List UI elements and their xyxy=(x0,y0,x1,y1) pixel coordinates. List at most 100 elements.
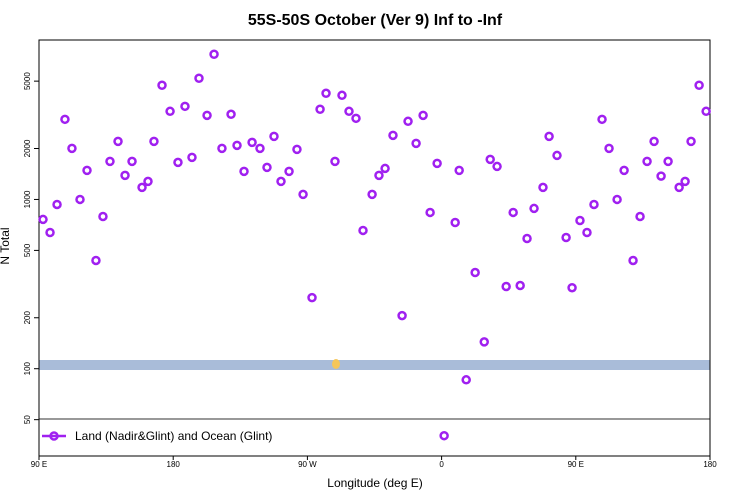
data-point xyxy=(307,292,317,303)
data-point xyxy=(649,136,659,147)
data-point xyxy=(425,207,435,218)
legend-label: Land (Nadir&Glint) and Ocean (Glint) xyxy=(75,429,272,443)
data-point xyxy=(479,337,489,347)
data-point xyxy=(337,90,347,101)
data-point xyxy=(67,143,77,154)
data-point xyxy=(432,158,442,169)
data-point xyxy=(411,138,421,149)
data-point xyxy=(538,182,548,193)
plot-frame xyxy=(38,39,711,457)
data-point xyxy=(315,104,325,115)
data-point xyxy=(157,80,167,90)
data-point xyxy=(247,137,257,148)
data-point xyxy=(663,156,673,167)
data-point xyxy=(454,165,464,176)
data-point xyxy=(180,101,190,112)
data-point xyxy=(604,143,614,154)
chart-title: 55S-50S October (Ver 9) Inf to -Inf xyxy=(248,12,503,29)
legend-marker xyxy=(49,431,59,441)
y-tick-label: 2000 xyxy=(23,139,32,157)
data-point xyxy=(439,430,449,441)
data-point xyxy=(680,176,690,187)
data-point xyxy=(113,136,123,147)
data-point xyxy=(217,143,227,154)
y-axis-label: N Total xyxy=(0,227,12,264)
data-point xyxy=(597,114,607,125)
data-point xyxy=(75,194,85,205)
data-point xyxy=(388,130,398,141)
y-tick-label: 1000 xyxy=(23,190,32,208)
y-tick-label: 50 xyxy=(23,415,32,424)
y-tick-label: 500 xyxy=(23,243,32,257)
data-point xyxy=(226,109,236,120)
data-point xyxy=(209,49,219,59)
y-tick-label: 5000 xyxy=(23,72,32,90)
data-point xyxy=(619,165,629,176)
x-tick-label: 180 xyxy=(167,460,181,469)
x-tick-label: 90 E xyxy=(31,460,47,469)
data-point xyxy=(351,113,361,124)
data-point xyxy=(628,255,638,266)
data-point xyxy=(642,156,652,167)
data-point xyxy=(60,114,70,125)
data-point xyxy=(120,170,130,181)
data-point xyxy=(137,182,147,193)
data-point xyxy=(694,80,704,90)
data-point xyxy=(635,211,645,222)
reference-band xyxy=(39,360,710,370)
data-point xyxy=(255,143,265,154)
x-axis-label: Longitude (deg E) xyxy=(327,476,422,490)
data-point xyxy=(501,281,511,292)
data-point xyxy=(173,157,183,168)
data-point xyxy=(367,189,377,200)
data-point xyxy=(397,310,407,321)
data-point xyxy=(187,152,197,163)
x-tick-label: 90 E xyxy=(568,460,584,469)
data-point xyxy=(485,154,495,165)
data-point xyxy=(674,182,684,193)
data-point xyxy=(567,282,577,293)
data-point xyxy=(508,207,518,218)
data-point xyxy=(292,144,302,155)
data-point xyxy=(52,199,62,210)
data-point xyxy=(143,176,153,187)
y-tick-label: 200 xyxy=(23,311,32,325)
data-point xyxy=(450,217,460,228)
data-point xyxy=(38,214,48,225)
x-tick-label: 0 xyxy=(439,460,444,469)
data-point xyxy=(403,116,413,127)
reference-blob xyxy=(332,359,340,369)
data-point xyxy=(330,156,340,167)
data-point xyxy=(358,225,368,236)
data-point xyxy=(239,166,249,177)
data-point xyxy=(552,150,562,161)
data-point xyxy=(269,131,279,142)
data-point xyxy=(262,162,272,173)
data-point xyxy=(612,194,622,205)
data-point xyxy=(461,375,471,385)
data-point xyxy=(374,170,384,181)
data-point xyxy=(194,73,204,84)
data-point xyxy=(298,189,308,200)
data-point xyxy=(232,140,242,151)
data-point xyxy=(515,280,525,291)
data-point xyxy=(98,211,108,222)
data-point xyxy=(149,136,159,147)
data-point xyxy=(561,232,571,243)
data-point xyxy=(701,106,711,117)
data-point xyxy=(380,163,390,174)
data-point xyxy=(589,199,599,210)
data-point xyxy=(470,267,480,278)
data-point xyxy=(686,136,696,147)
data-point xyxy=(529,203,539,214)
data-point xyxy=(105,156,115,167)
y-tick-label: 100 xyxy=(23,361,32,375)
data-point xyxy=(276,176,286,187)
data-point xyxy=(284,166,294,177)
data-point xyxy=(321,88,331,99)
data-point xyxy=(544,131,554,142)
data-point xyxy=(418,110,428,121)
data-point xyxy=(91,255,101,266)
